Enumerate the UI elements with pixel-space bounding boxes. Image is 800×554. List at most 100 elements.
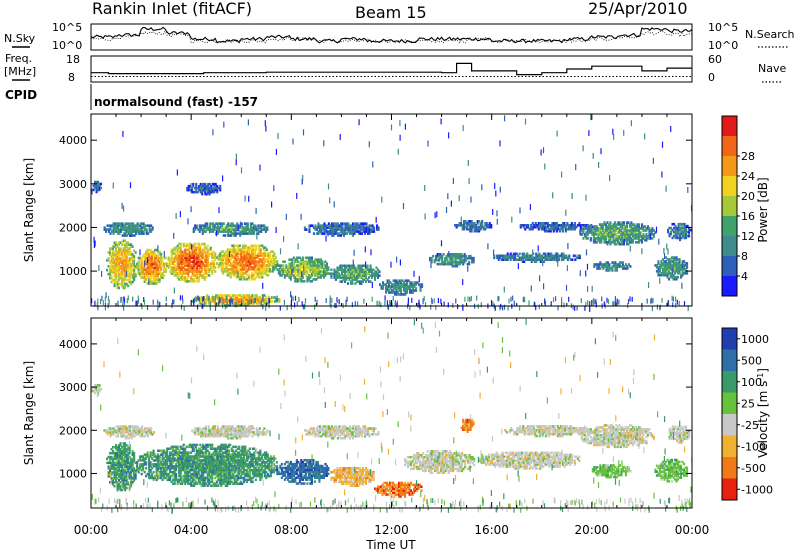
echo-cell	[229, 268, 232, 271]
echo-cell	[127, 259, 130, 262]
echo-cell	[515, 258, 518, 261]
echo-cell	[306, 272, 309, 275]
echo-cell	[149, 266, 152, 270]
echo-cell	[139, 459, 142, 462]
echo-cell	[529, 256, 532, 260]
echo-cell	[193, 266, 196, 269]
echo-cell	[347, 228, 350, 231]
echo-cell	[442, 260, 445, 264]
echo-cell	[215, 226, 218, 229]
echo-cell	[532, 258, 535, 261]
echo-cell	[150, 224, 153, 227]
echo-cell	[121, 469, 124, 472]
echo-cell	[178, 278, 181, 281]
echo-cell	[142, 222, 145, 225]
echo-cell	[249, 260, 252, 263]
echo-cell	[454, 254, 457, 258]
echo-cell	[227, 224, 230, 227]
echo-cell	[616, 237, 619, 240]
echo-cell	[140, 266, 143, 270]
echo-cell	[130, 228, 133, 231]
echo-speck	[105, 292, 107, 299]
echo-cell	[211, 256, 214, 260]
echo-cell	[264, 300, 267, 303]
clutter-speck	[268, 298, 270, 304]
echo-cell	[206, 248, 209, 252]
echo-cell	[262, 254, 265, 257]
echo-cell	[306, 266, 309, 269]
echo-cell	[130, 477, 133, 480]
clutter-speck	[535, 305, 537, 311]
echo-cell	[268, 256, 271, 259]
echo-cell	[338, 232, 341, 235]
echo-speck	[303, 265, 305, 272]
echo-cell	[197, 276, 200, 279]
echo-cell	[178, 250, 181, 254]
echo-cell	[339, 234, 342, 237]
echo-cell	[579, 225, 582, 229]
echo-cell	[619, 229, 622, 232]
echo-cell	[673, 226, 676, 230]
echo-cell	[349, 282, 352, 285]
echo-cell	[200, 268, 203, 271]
echo-cell	[600, 239, 603, 242]
echo-cell	[261, 273, 264, 277]
echo-cell	[545, 258, 548, 261]
echo-cell	[674, 234, 677, 238]
echo-cell	[303, 270, 306, 273]
clutter-speck	[331, 297, 333, 303]
echo-cell	[255, 294, 258, 297]
echo-cell	[226, 254, 229, 257]
echo-speck	[271, 201, 273, 208]
echo-cell	[618, 242, 621, 246]
echo-cell	[593, 265, 596, 268]
echo-cell	[268, 262, 271, 265]
echo-cell	[133, 226, 136, 229]
echo-cell	[323, 226, 326, 229]
echo-cell	[200, 274, 203, 277]
echo-cell	[607, 235, 610, 238]
echo-cell	[238, 248, 241, 251]
echo-cell	[128, 249, 131, 252]
clutter-speck	[141, 304, 143, 310]
echo-cell	[155, 256, 158, 260]
echo-cell	[229, 250, 232, 253]
echo-cell	[321, 226, 324, 229]
echo-cell	[377, 228, 380, 231]
clutter-speck	[538, 304, 540, 310]
echo-cell	[178, 266, 181, 269]
echo-cell	[532, 256, 535, 260]
echo-cell	[631, 241, 634, 244]
echo-cell	[229, 272, 232, 275]
echo-cell	[226, 264, 229, 267]
echo-cell	[110, 270, 113, 274]
echo-cell	[413, 285, 416, 288]
echo-cell	[439, 256, 442, 260]
echo-cell	[124, 451, 127, 455]
echo-cell	[204, 230, 207, 233]
echo-cell	[133, 272, 136, 276]
echo-cell	[630, 223, 633, 226]
echo-cell	[622, 227, 625, 230]
echo-cell	[671, 228, 674, 232]
echo-cell	[273, 264, 276, 267]
echo-cell	[592, 229, 595, 232]
echo-cell	[268, 270, 271, 273]
echo-cell	[627, 233, 630, 236]
echo-cell	[592, 227, 595, 230]
echo-cell	[391, 285, 394, 288]
clutter-speck	[424, 302, 427, 308]
echo-cell	[203, 250, 206, 254]
echo-cell	[238, 244, 241, 248]
echo-cell	[689, 228, 692, 232]
echo-cell	[199, 264, 202, 267]
echo-cell	[129, 230, 132, 233]
echo-cell	[258, 258, 261, 261]
echo-cell	[268, 260, 271, 263]
echo-cell	[202, 262, 205, 265]
echo-cell	[409, 287, 412, 290]
echo-cell	[125, 241, 128, 244]
echo-cell	[152, 260, 155, 264]
echo-cell	[107, 265, 110, 268]
echo-cell	[234, 248, 237, 251]
